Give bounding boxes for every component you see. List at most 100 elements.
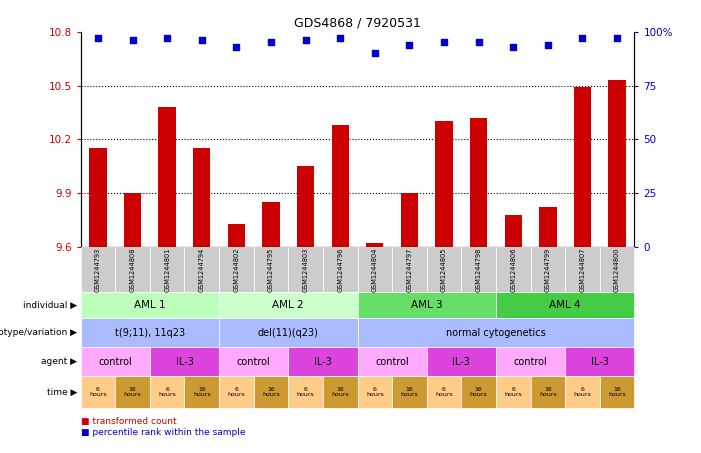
Bar <box>496 347 565 376</box>
Bar <box>158 107 176 247</box>
Bar <box>115 247 150 292</box>
Bar <box>254 247 288 292</box>
Title: GDS4868 / 7920531: GDS4868 / 7920531 <box>294 16 421 29</box>
Bar <box>115 376 150 408</box>
Bar <box>496 376 531 408</box>
Bar <box>288 247 323 292</box>
Bar <box>496 292 634 318</box>
Point <box>161 34 172 42</box>
Text: GSM1244807: GSM1244807 <box>580 247 585 292</box>
Text: GSM1244798: GSM1244798 <box>476 247 482 292</box>
Bar <box>565 376 600 408</box>
Text: IL-3: IL-3 <box>175 357 193 367</box>
Bar <box>392 247 427 292</box>
Point <box>438 39 449 46</box>
Bar <box>461 376 496 408</box>
Bar <box>297 166 314 247</box>
Point <box>300 37 311 44</box>
Text: GSM1244795: GSM1244795 <box>268 247 274 292</box>
Bar <box>366 243 383 247</box>
Text: GSM1244793: GSM1244793 <box>95 247 101 292</box>
Text: 6
hours: 6 hours <box>297 386 315 397</box>
Text: genotype/variation ▶: genotype/variation ▶ <box>0 328 77 337</box>
Text: 16
hours: 16 hours <box>332 386 349 397</box>
Bar <box>608 80 626 247</box>
Bar <box>219 318 358 347</box>
Point <box>127 37 138 44</box>
Bar <box>427 347 496 376</box>
Text: control: control <box>98 357 132 367</box>
Text: GSM1244805: GSM1244805 <box>441 247 447 292</box>
Text: GSM1244803: GSM1244803 <box>303 247 308 292</box>
Bar <box>358 292 496 318</box>
Point <box>266 39 277 46</box>
Text: 6
hours: 6 hours <box>573 386 592 397</box>
Bar <box>332 125 349 247</box>
Text: 16
hours: 16 hours <box>262 386 280 397</box>
Point <box>473 39 484 46</box>
Bar <box>81 318 219 347</box>
Bar <box>574 87 591 247</box>
Text: GSM1244808: GSM1244808 <box>130 247 135 292</box>
Bar <box>184 376 219 408</box>
Point <box>93 34 104 42</box>
Bar <box>262 202 280 247</box>
Bar <box>81 292 219 318</box>
Text: 6
hours: 6 hours <box>228 386 245 397</box>
Text: t(9;11), 11q23: t(9;11), 11q23 <box>115 328 185 338</box>
Point <box>334 34 346 42</box>
Text: 16
hours: 16 hours <box>539 386 557 397</box>
Bar <box>470 118 487 247</box>
Text: GSM1244804: GSM1244804 <box>372 247 378 292</box>
Bar <box>89 148 107 247</box>
Text: GSM1244801: GSM1244801 <box>164 247 170 292</box>
Text: 16
hours: 16 hours <box>608 386 626 397</box>
Bar <box>358 247 392 292</box>
Point <box>577 34 588 42</box>
Bar <box>531 376 565 408</box>
Bar <box>219 247 254 292</box>
Bar <box>323 247 358 292</box>
Text: agent ▶: agent ▶ <box>41 357 77 366</box>
Bar <box>150 376 184 408</box>
Bar <box>435 121 453 247</box>
Text: IL-3: IL-3 <box>314 357 332 367</box>
Bar <box>193 148 210 247</box>
Text: GSM1244802: GSM1244802 <box>233 247 239 292</box>
Text: 6
hours: 6 hours <box>158 386 176 397</box>
Bar <box>219 292 358 318</box>
Text: GSM1244796: GSM1244796 <box>337 247 343 292</box>
Bar <box>150 347 219 376</box>
Bar <box>81 347 150 376</box>
Text: AML 2: AML 2 <box>273 300 304 310</box>
Bar <box>323 376 358 408</box>
Point <box>543 41 554 48</box>
Point <box>404 41 415 48</box>
Text: control: control <box>237 357 271 367</box>
Text: control: control <box>514 357 547 367</box>
Bar <box>565 247 600 292</box>
Text: control: control <box>375 357 409 367</box>
Text: del(11)(q23): del(11)(q23) <box>258 328 319 338</box>
Bar <box>505 215 522 247</box>
Text: GSM1244799: GSM1244799 <box>545 247 551 292</box>
Bar <box>81 247 115 292</box>
Text: individual ▶: individual ▶ <box>23 301 77 310</box>
Bar <box>427 376 461 408</box>
Text: 16
hours: 16 hours <box>470 386 487 397</box>
Point <box>196 37 207 44</box>
Bar <box>124 193 141 247</box>
Text: ■ transformed count: ■ transformed count <box>81 417 176 426</box>
Bar <box>288 347 358 376</box>
Text: 6
hours: 6 hours <box>366 386 383 397</box>
Text: GSM1244797: GSM1244797 <box>407 247 412 292</box>
Bar <box>228 224 245 247</box>
Text: AML 4: AML 4 <box>550 300 581 310</box>
Bar <box>219 376 254 408</box>
Bar <box>600 376 634 408</box>
Text: GSM1244806: GSM1244806 <box>510 247 516 292</box>
Bar <box>150 247 184 292</box>
Text: AML 3: AML 3 <box>411 300 442 310</box>
Text: 6
hours: 6 hours <box>435 386 453 397</box>
Bar <box>427 247 461 292</box>
